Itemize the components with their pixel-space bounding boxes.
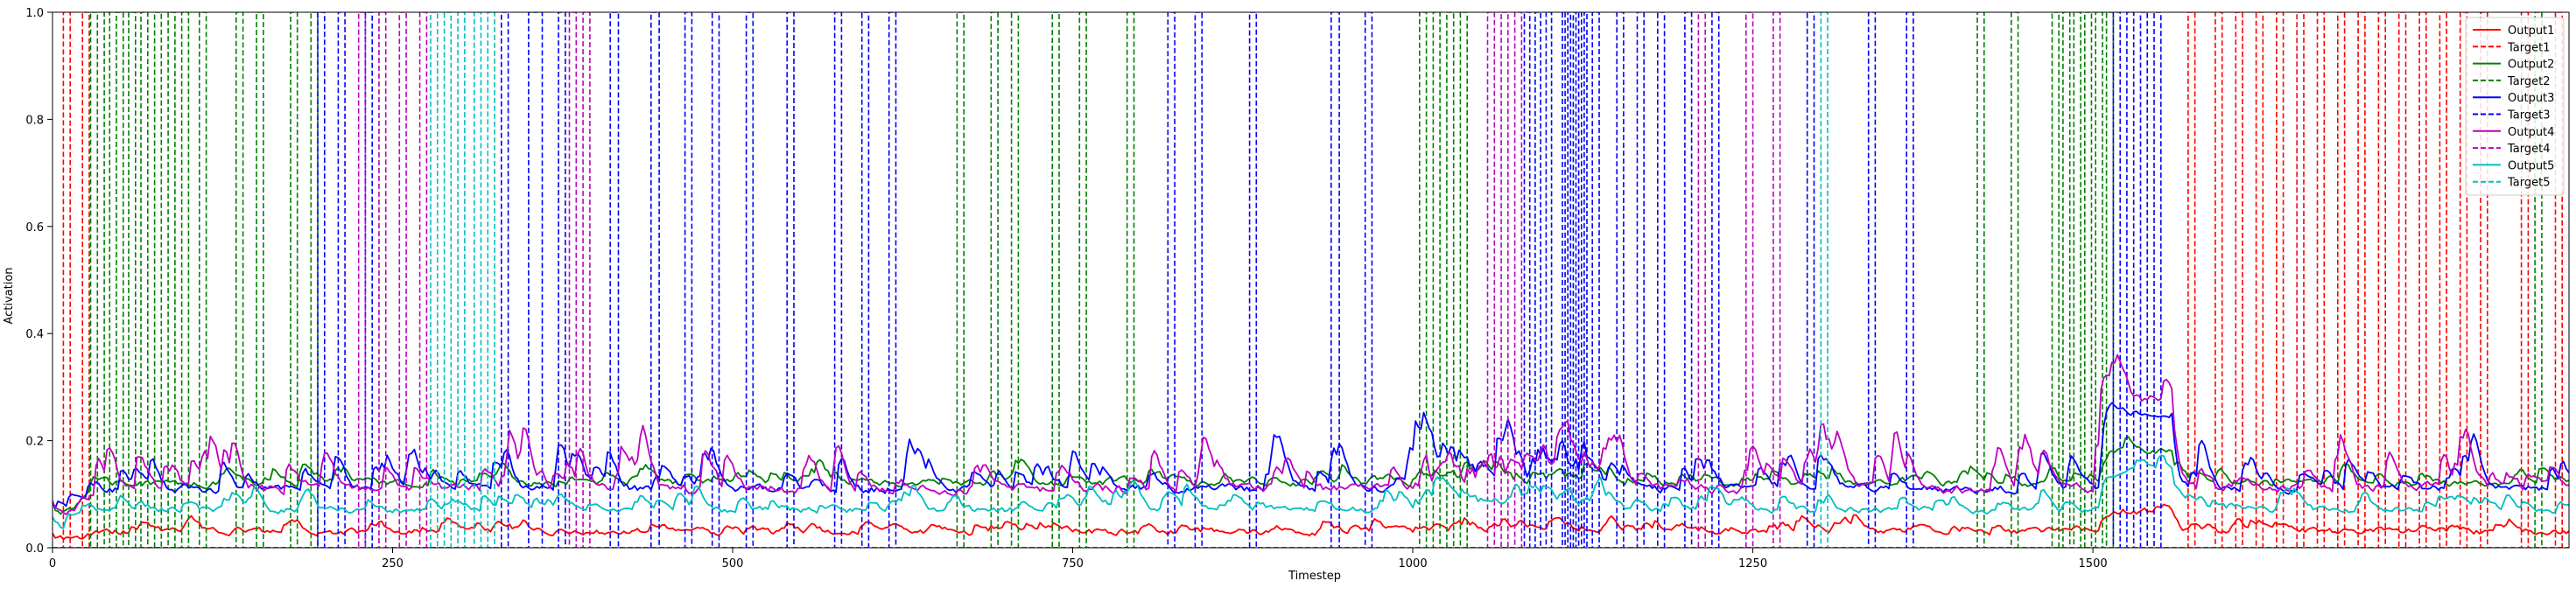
series-line-output4	[53, 354, 2569, 515]
legend: Output1 Target1 Output2 Target2 Output3 Targe…	[2465, 17, 2565, 196]
legend-label: Target1	[2507, 41, 2551, 54]
x-axis: 0 250 500 750 1000 1250 1500	[49, 548, 2108, 570]
legend-label: Target4	[2507, 143, 2551, 156]
legend-label: Output4	[2508, 126, 2554, 139]
legend-label: Output3	[2508, 92, 2554, 105]
legend-label: Target3	[2507, 109, 2551, 122]
y-tick-label: 0.0	[25, 542, 44, 556]
x-tick-label: 750	[1062, 557, 1084, 570]
x-tick-label: 250	[382, 557, 404, 570]
plot-frame	[52, 11, 2570, 549]
legend-label: Target5	[2507, 177, 2551, 190]
series-line-output1	[53, 503, 2569, 541]
y-tick-label: 0.8	[25, 114, 44, 127]
legend-box	[2465, 17, 2565, 196]
y-tick-label: 0.2	[25, 436, 44, 449]
x-tick-label: 1500	[2079, 557, 2108, 570]
series-layer	[53, 12, 2569, 548]
legend-label: Output2	[2508, 59, 2554, 72]
x-tick-label: 500	[722, 557, 744, 570]
x-axis-label: Timestep	[1288, 570, 1341, 583]
series-line-output2	[53, 436, 2569, 515]
legend-label: Target2	[2507, 75, 2551, 88]
y-tick-label: 0.6	[25, 221, 44, 234]
y-axis-label: Activation	[3, 267, 16, 324]
series-line-target2	[53, 12, 2569, 548]
series-line-target5	[53, 12, 2569, 548]
y-axis: 0.0 0.2 0.4 0.6 0.8 1.0	[25, 7, 53, 556]
y-tick-label: 0.4	[25, 328, 44, 341]
legend-label: Output1	[2508, 24, 2554, 38]
series-line-output5	[53, 454, 2569, 529]
series-line-output3	[53, 402, 2569, 509]
legend-label: Output5	[2508, 159, 2554, 172]
x-tick-label: 1000	[1399, 557, 1428, 570]
x-tick-label: 0	[49, 557, 56, 570]
x-tick-label: 1250	[1738, 557, 1767, 570]
y-tick-label: 1.0	[25, 7, 44, 20]
